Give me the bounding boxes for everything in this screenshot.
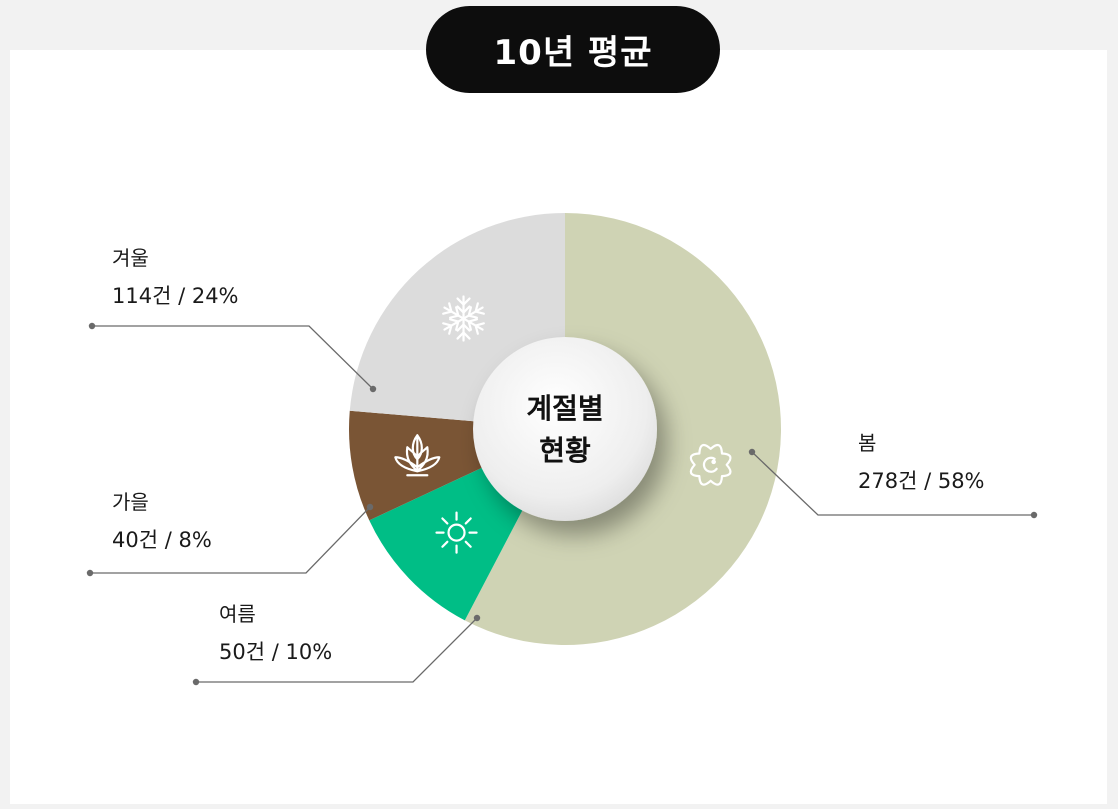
slice-label-name: 여름 [219,602,256,626]
leaf-icon [394,434,441,477]
chart-title: 10년 평균 [426,6,720,93]
slice-label-value: 278건 / 58% [858,469,985,493]
snowflake-icon [442,295,485,342]
leader-line-3 [92,325,374,390]
leader-dot-start-3 [369,385,377,393]
leader-line-1 [196,617,478,683]
leader-dot-end-0 [1030,511,1038,519]
center-circle [473,337,657,521]
leader-dot-start-0 [748,448,756,456]
slice-label-value: 50건 / 10% [219,640,332,664]
leader-dot-start-2 [366,503,374,511]
center-label-line-1: 계절별 [526,392,603,425]
leader-line-2 [90,506,371,574]
center-badge: 계절별 현황 [473,337,657,521]
leader-dot-end-3 [88,322,96,330]
slice-labels: 봄 278건 / 58% 여름 50건 / 10% 가을 40건 / 8% 겨울 114건 /… [112,246,985,664]
slice-icons [394,295,732,554]
leader-dot-end-2 [86,569,94,577]
slice-label-name: 가을 [112,490,149,514]
leader-dot-start-1 [473,614,481,622]
slice-label-value: 40건 / 8% [112,528,212,552]
center-label-line-2: 현황 [539,434,591,467]
leader-line-0 [751,451,1034,516]
slice-label-name: 겨울 [112,246,149,270]
leader-lines [86,322,1038,686]
slice-label-name: 봄 [858,431,876,455]
leader-dot-end-1 [192,678,200,686]
flower-icon [689,443,732,486]
sun-icon [435,511,478,554]
slice-label-value: 114건 / 24% [112,284,239,308]
